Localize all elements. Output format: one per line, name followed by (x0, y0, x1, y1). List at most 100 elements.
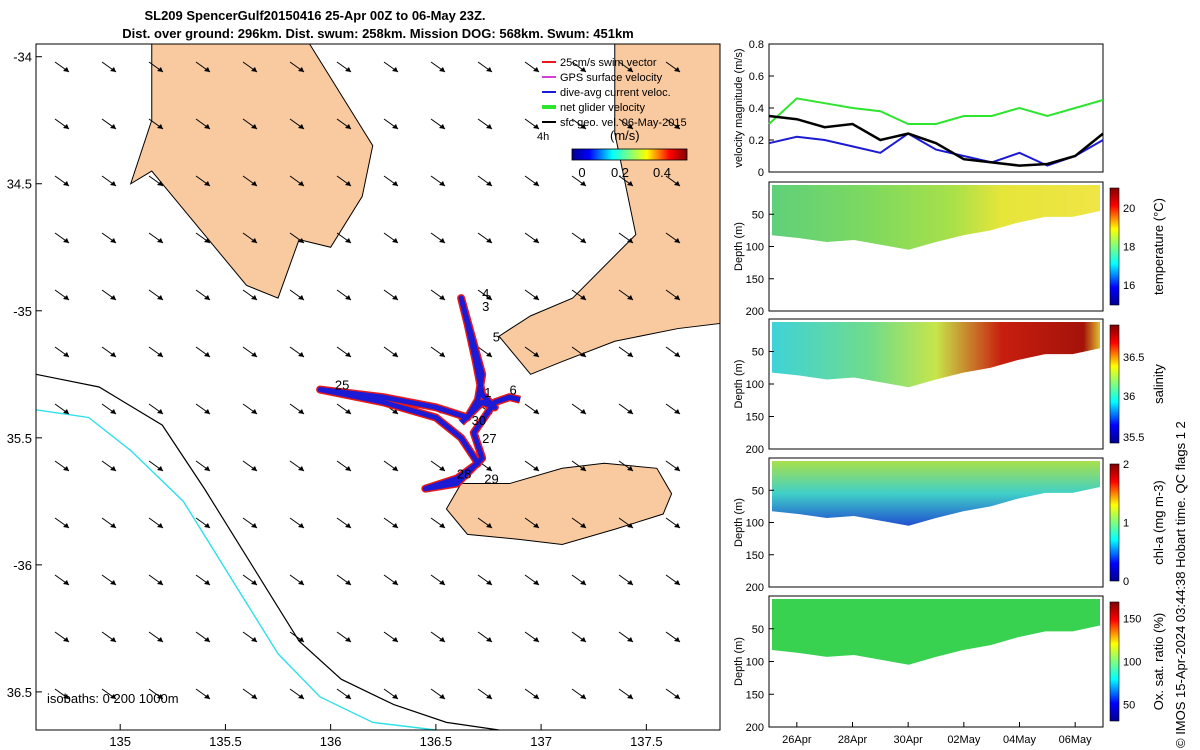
salinity-y-tick-label: 150 (746, 412, 764, 424)
velocity-arrow (148, 61, 164, 73)
velocity-arrow (430, 688, 446, 700)
map-y-tick-label: -36 (13, 558, 32, 573)
velocity-arrow (665, 574, 681, 586)
velocity-arrow (54, 460, 70, 472)
velocity-arrow (571, 460, 587, 472)
velocity-arrow (524, 460, 540, 472)
velocity-arrow (289, 118, 305, 130)
legend-entry: GPS surface velocity (560, 72, 663, 84)
time-x-tick-label: 26Apr (782, 734, 812, 746)
velocity-arrow (618, 118, 634, 130)
velocity-arrow (571, 232, 587, 244)
velocity-arrow (383, 460, 399, 472)
velocity-arrow (54, 688, 70, 700)
map-x-tick-label: 135 (109, 734, 131, 749)
velocity-arrow (101, 574, 117, 586)
velocity-arrow (54, 403, 70, 415)
temperature-section-fill (772, 185, 1100, 250)
oxygen-colorbar-tick: 100 (1123, 657, 1141, 669)
velocity-arrow (571, 688, 587, 700)
velocity-arrow (148, 346, 164, 358)
velocity-arrow (430, 289, 446, 301)
velocity-arrow (148, 631, 164, 643)
time-x-tick-label: 04May (1003, 734, 1037, 746)
velocity-arrow (289, 346, 305, 358)
colorbar-tick-label: 0.4 (653, 165, 671, 180)
colorbar-tick-label: 0.2 (611, 165, 629, 180)
oxygen-panel: 50 100 150 200 Depth (m) 50 100 150 Ox. sat. rat… (733, 595, 1166, 734)
velocity-arrow (524, 232, 540, 244)
velocity-arrow (242, 118, 258, 130)
map-panel: 435 25 1 6 30 27 28 29 135 135.5 136 136.5 137 137.5 -… (7, 43, 721, 749)
velocity-arrow (477, 631, 493, 643)
velocity-arrow (618, 574, 634, 586)
velocity-arrow (571, 289, 587, 301)
temperature-y-tick-label: 100 (746, 242, 764, 254)
day-label: 1 (484, 385, 491, 400)
velocity-arrow (665, 346, 681, 358)
velocity-arrow (242, 346, 258, 358)
velocity-arrow (336, 61, 352, 73)
velocity-arrow (524, 289, 540, 301)
velocity-arrow (477, 118, 493, 130)
velocity-arrow (289, 460, 305, 472)
salinity-colorbar-tick: 35.5 (1123, 432, 1144, 444)
map-x-tick-label: 136.5 (420, 734, 453, 749)
chla-colorbar-tick: 1 (1123, 518, 1129, 530)
velocity-arrow (618, 175, 634, 187)
velocity-arrow (101, 289, 117, 301)
velocity-arrow (289, 631, 305, 643)
velocity-arrow (195, 574, 211, 586)
salinity-y-label: Depth (m) (733, 360, 745, 409)
velocity-arrow (665, 61, 681, 73)
velocity-arrow (54, 574, 70, 586)
velocity-arrow (336, 517, 352, 529)
velocity-arrow (571, 346, 587, 358)
velocity-arrow (336, 118, 352, 130)
velocity-series-line (768, 97, 1104, 125)
velocity-arrow (477, 289, 493, 301)
day-label: 6 (510, 383, 517, 398)
velocity-arrow (101, 232, 117, 244)
velocity-arrow (148, 175, 164, 187)
yorke-peninsula-landmass (498, 43, 721, 375)
velocity-arrow (618, 346, 634, 358)
velocity-arrow (101, 61, 117, 73)
velocity-arrow (618, 688, 634, 700)
velocity-arrow (148, 574, 164, 586)
kangaroo-island-landmass (445, 462, 673, 546)
day-label: 27 (482, 431, 496, 446)
velocity-arrow (289, 688, 305, 700)
velocity-arrow (524, 175, 540, 187)
velocity-arrow (195, 517, 211, 529)
day-label: 28 (457, 466, 471, 481)
velocity-arrow (242, 517, 258, 529)
velocity-arrow (571, 517, 587, 529)
oxygen-y-tick-label: 100 (746, 657, 764, 669)
velocity-arrow (383, 232, 399, 244)
velocity-arrow (101, 460, 117, 472)
velocity-arrow (524, 61, 540, 73)
chla-colorbar-tick: 2 (1123, 459, 1129, 471)
velocity-arrow (148, 688, 164, 700)
legend-entry: dive-avg current veloc. (560, 87, 671, 99)
footer-credit: © IMOS 15-Apr-2024 03:44:38 Hobart time.… (1173, 421, 1188, 748)
velocity-arrow (195, 61, 211, 73)
velocity-colorbar (571, 148, 688, 161)
velocity-arrow (618, 403, 634, 415)
temperature-colorbar-tick: 20 (1123, 203, 1135, 215)
velocity-arrow (195, 118, 211, 130)
velocity-arrow (383, 175, 399, 187)
velocity-arrow (430, 61, 446, 73)
velocity-arrow (195, 688, 211, 700)
velocity-arrow (289, 517, 305, 529)
velocity-arrow (477, 232, 493, 244)
velocity-arrow (618, 460, 634, 472)
velocity-arrow (242, 574, 258, 586)
time-x-tick-label: 30Apr (893, 734, 923, 746)
salinity-colorbar (1109, 324, 1120, 444)
temperature-colorbar-tick: 16 (1123, 280, 1135, 292)
velocity-arrow (336, 289, 352, 301)
isobath-note: isobaths: 0 200 1000m (47, 691, 179, 706)
chla-section-fill (772, 461, 1100, 526)
